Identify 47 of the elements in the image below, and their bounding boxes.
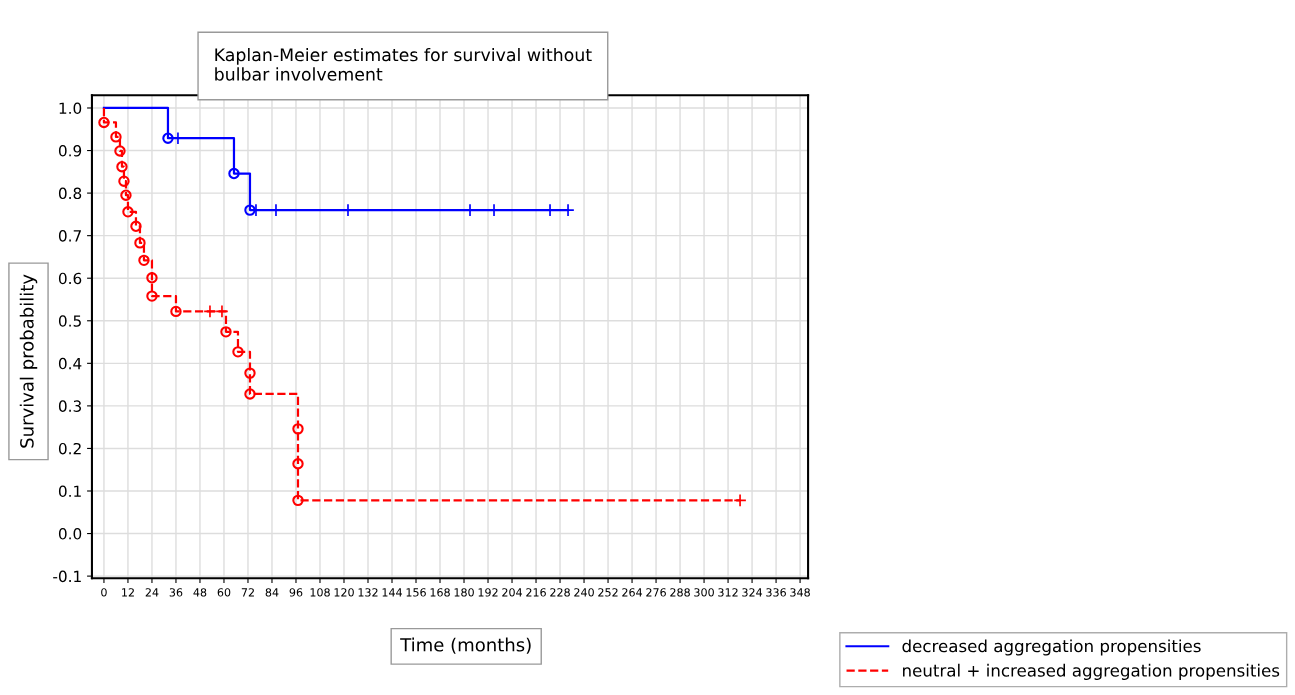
x-tick-label: 276 [646, 588, 666, 597]
y-tick-label: 0.3 [58, 400, 81, 412]
x-tick-label: 108 [310, 588, 330, 597]
x-tick-label: 48 [193, 588, 207, 597]
y-tick-label: 0.4 [58, 357, 82, 370]
x-axis-title: Time (months) [400, 637, 531, 654]
x-tick-label: 36 [169, 588, 183, 597]
y-tick-label: 0.2 [58, 442, 81, 455]
x-tick-label: 300 [694, 588, 714, 597]
x-tick-label: 288 [670, 588, 690, 597]
y-tick-label: 0.7 [58, 230, 81, 242]
x-tick-label: 192 [478, 588, 498, 597]
x-tick-label: 132 [358, 588, 378, 597]
x-tick-label: 324 [742, 588, 763, 597]
y-axis-title: Survival probability [19, 274, 38, 448]
x-tick-label: 336 [766, 588, 786, 597]
x-tick-label: 204 [502, 588, 522, 597]
x-tick-label: 252 [598, 588, 618, 597]
x-tick-label: 120 [334, 588, 354, 597]
y-tick-label: -0.1 [53, 570, 81, 583]
x-tick-label: 264 [622, 588, 643, 597]
y-tick-label: 0.5 [58, 315, 81, 327]
x-tick-label: 144 [382, 588, 402, 597]
x-tick-label: 180 [454, 588, 474, 597]
chart-title: Kaplan-Meier estimates for survival without bulbar involvement [215, 47, 592, 81]
x-tick-label: 312 [718, 588, 738, 597]
y-tick-label: 0.0 [58, 528, 82, 540]
x-tick-label: 240 [574, 588, 594, 597]
x-tick-label: 216 [526, 588, 546, 597]
legend-label: decreased aggregation propensities [902, 639, 1201, 656]
x-tick-label: 228 [550, 588, 570, 597]
y-tick-label: 1.0 [59, 102, 82, 114]
x-tick-label: 96 [289, 588, 303, 597]
y-tick-label: 0.8 [58, 187, 82, 200]
x-tick-label: 24 [145, 588, 159, 597]
x-tick-label: 84 [265, 588, 279, 597]
legend-label: neutral + increased aggregation propensities [903, 663, 1280, 680]
x-tick-label: 0 [101, 588, 107, 597]
x-tick-label: 12 [122, 588, 134, 597]
y-tick-label: 0.1 [58, 485, 81, 498]
x-tick-label: 60 [217, 588, 231, 597]
x-tick-label: 72 [241, 588, 254, 597]
x-tick-label: 348 [790, 588, 810, 597]
y-tick-label: 0.9 [58, 145, 82, 157]
x-tick-label: 156 [406, 588, 426, 597]
x-tick-label: 168 [430, 588, 450, 597]
y-tick-label: 0.6 [58, 272, 82, 285]
